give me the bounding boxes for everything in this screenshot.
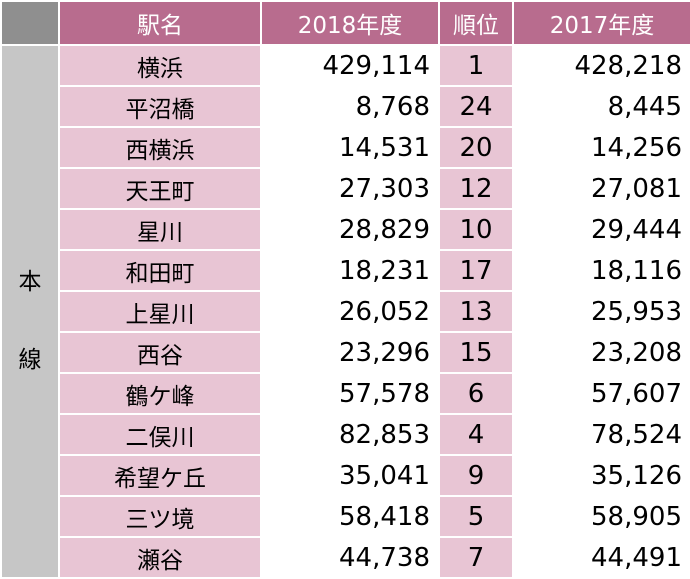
ridership-2018: 44,738: [260, 536, 440, 579]
ridership-2018: 57,578: [260, 372, 440, 415]
rank-value: 12: [438, 167, 514, 210]
table-row: 鶴ケ峰 57,578 6 57,607: [1, 372, 690, 415]
ridership-2018: 23,296: [260, 331, 440, 374]
table-row: 希望ケ丘 35,041 9 35,126: [1, 454, 690, 497]
ridership-2017: 27,081: [512, 167, 690, 210]
rank-value: 13: [438, 290, 514, 333]
table-row: 瀬谷 44,738 7 44,491: [1, 536, 690, 579]
ridership-2018: 8,768: [260, 85, 440, 128]
line-label: 本 線: [0, 44, 60, 579]
station-name: 天王町: [58, 167, 262, 210]
ridership-2018: 27,303: [260, 167, 440, 210]
ridership-2017: 35,126: [512, 454, 690, 497]
ridership-2018: 14,531: [260, 126, 440, 169]
ridership-2017: 25,953: [512, 290, 690, 333]
ridership-2018: 429,114: [260, 44, 440, 87]
station-name: 星川: [58, 208, 262, 251]
rank-value: 9: [438, 454, 514, 497]
rank-value: 4: [438, 413, 514, 456]
station-name: 横浜: [58, 44, 262, 87]
table-row: 西谷 23,296 15 23,208: [1, 331, 690, 374]
ridership-2017: 18,116: [512, 249, 690, 292]
station-name: 鶴ケ峰: [58, 372, 262, 415]
station-name: 希望ケ丘: [58, 454, 262, 497]
table-row: 二俣川 82,853 4 78,524: [1, 413, 690, 456]
table-row: 天王町 27,303 12 27,081: [1, 167, 690, 210]
station-name: 瀬谷: [58, 536, 262, 579]
rank-value: 15: [438, 331, 514, 374]
header-rank: 順位: [438, 0, 514, 46]
ridership-2018: 58,418: [260, 495, 440, 538]
station-name: 西横浜: [58, 126, 262, 169]
station-name: 和田町: [58, 249, 262, 292]
rank-value: 7: [438, 536, 514, 579]
rank-value: 5: [438, 495, 514, 538]
ridership-2017: 428,218: [512, 44, 690, 87]
ridership-2017: 58,905: [512, 495, 690, 538]
header-2018: 2018年度: [260, 0, 440, 46]
header-station: 駅名: [58, 0, 262, 46]
station-name: 上星川: [58, 290, 262, 333]
rank-value: 6: [438, 372, 514, 415]
ridership-2018: 26,052: [260, 290, 440, 333]
rank-value: 17: [438, 249, 514, 292]
ridership-2018: 82,853: [260, 413, 440, 456]
ridership-2017: 14,256: [512, 126, 690, 169]
station-name: 二俣川: [58, 413, 262, 456]
header-row: 駅名 2018年度 順位 2017年度: [0, 0, 690, 46]
station-name: 三ツ境: [58, 495, 262, 538]
table-row: 西横浜 14,531 20 14,256: [1, 126, 690, 169]
table-row: 本 線 横浜 429,114 1 428,218: [0, 44, 690, 579]
table-row: 平沼橋 8,768 24 8,445: [1, 85, 690, 128]
rank-value: 24: [438, 85, 514, 128]
line-label-char: 線: [18, 346, 42, 373]
station-name: 西谷: [58, 331, 262, 374]
ridership-2017: 78,524: [512, 413, 690, 456]
ridership-2017: 29,444: [512, 208, 690, 251]
corner-cell: [0, 0, 60, 46]
ridership-2017: 44,491: [512, 536, 690, 579]
ridership-2017: 8,445: [512, 85, 690, 128]
table-row: 三ツ境 58,418 5 58,905: [1, 495, 690, 538]
rank-value: 10: [438, 208, 514, 251]
table-row: 星川 28,829 10 29,444: [1, 208, 690, 251]
ridership-2017: 57,607: [512, 372, 690, 415]
header-2017: 2017年度: [512, 0, 690, 46]
ridership-2017: 23,208: [512, 331, 690, 374]
table-row: 和田町 18,231 17 18,116: [1, 249, 690, 292]
station-name: 平沼橋: [58, 85, 262, 128]
ridership-2018: 35,041: [260, 454, 440, 497]
rank-value: 1: [438, 44, 514, 87]
ridership-2018: 18,231: [260, 249, 440, 292]
rank-value: 20: [438, 126, 514, 169]
table-row: 上星川 26,052 13 25,953: [1, 290, 690, 333]
line-label-char: 本: [18, 268, 42, 295]
ridership-2018: 28,829: [260, 208, 440, 251]
